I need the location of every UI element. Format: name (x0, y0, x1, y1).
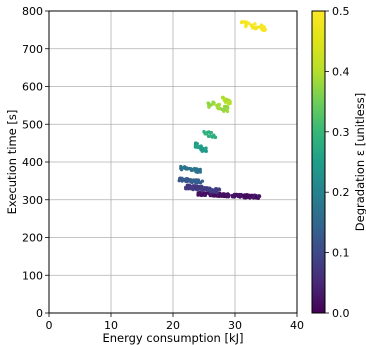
data-point (236, 194, 240, 198)
data-point (178, 176, 182, 180)
data-point (204, 191, 209, 195)
colorbar-gradient (312, 11, 325, 313)
colorbar-tick-label: 0.4 (332, 65, 350, 78)
data-point (217, 102, 221, 107)
data-point (225, 192, 230, 197)
data-point (199, 147, 203, 152)
data-point (222, 109, 226, 113)
data-point (233, 194, 237, 199)
data-point (203, 147, 207, 151)
data-point (194, 144, 198, 149)
y-tick-label: 100 (22, 269, 43, 282)
y-tick-label: 0 (36, 307, 43, 320)
data-point (262, 28, 267, 33)
data-point (191, 179, 196, 183)
data-point (195, 167, 199, 171)
data-point (251, 195, 256, 200)
data-point (200, 179, 205, 183)
x-tick-label: 0 (46, 319, 53, 332)
y-tick-label: 300 (22, 194, 43, 207)
data-point (187, 166, 192, 171)
data-point (261, 24, 265, 29)
data-point (207, 186, 211, 191)
data-point (256, 194, 261, 199)
data-point (194, 185, 199, 189)
x-tick-label: 10 (104, 319, 118, 332)
data-point (209, 131, 213, 135)
colorbar-frame (311, 10, 326, 314)
data-point (253, 26, 258, 31)
data-point (212, 133, 216, 137)
colorbar: 0.0 0.1 0.2 0.3 0.4 0.5 (311, 5, 350, 320)
data-point (208, 134, 212, 138)
data-point (207, 104, 211, 109)
data-point (202, 130, 206, 134)
data-point (225, 109, 230, 114)
data-point (197, 192, 202, 196)
data-point (185, 183, 190, 187)
data-point (184, 178, 188, 183)
data-point (216, 107, 221, 111)
y-tick-label: 600 (22, 81, 43, 94)
data-point (248, 196, 252, 200)
data-point (188, 177, 193, 182)
y-tick-label: 700 (22, 43, 43, 56)
colorbar-tick-label: 0.2 (332, 186, 350, 199)
data-point (184, 187, 188, 191)
data-point (212, 101, 216, 105)
y-tick-label: 200 (22, 232, 43, 245)
data-point (197, 185, 201, 190)
data-point (219, 193, 223, 197)
x-tick-label: 40 (290, 319, 304, 332)
data-point (239, 192, 243, 197)
data-point (228, 101, 232, 106)
data-point (179, 167, 184, 172)
y-tick-label: 400 (22, 156, 43, 169)
y-tick-label: 800 (22, 5, 43, 18)
x-axis-title: Energy consumption [kJ] (102, 331, 243, 345)
data-point (204, 187, 208, 191)
data-point (239, 20, 244, 25)
data-point (207, 102, 211, 106)
data-point (242, 20, 247, 24)
data-point (189, 186, 194, 191)
data-point (196, 179, 200, 183)
data-point (195, 141, 199, 146)
y-tick-label: 500 (22, 118, 43, 131)
data-point (242, 194, 246, 198)
y-axis-title: Execution time [s] (5, 110, 19, 215)
data-point (222, 192, 227, 196)
data-point (200, 186, 205, 190)
data-point (198, 170, 203, 174)
data-point (245, 194, 249, 198)
x-tick-label: 30 (228, 319, 242, 332)
data-point (214, 190, 219, 194)
data-point (226, 106, 230, 110)
colorbar-tick-label: 0.5 (332, 5, 350, 18)
data-point (200, 193, 204, 197)
data-point (220, 96, 225, 100)
colorbar-tick-label: 0.0 (332, 307, 350, 320)
data-point (208, 193, 213, 197)
data-point (225, 97, 229, 102)
grid (48, 10, 298, 314)
x-tick-label: 20 (166, 319, 180, 332)
data-points (177, 20, 267, 200)
data-point (205, 132, 209, 136)
data-point (251, 24, 255, 28)
colorbar-tick-label: 0.3 (332, 126, 350, 139)
colorbar-title: Degradation ε [unitless] (353, 93, 366, 231)
data-point (253, 22, 257, 26)
data-point (199, 144, 203, 148)
colorbar-tick-label: 0.1 (332, 247, 350, 260)
